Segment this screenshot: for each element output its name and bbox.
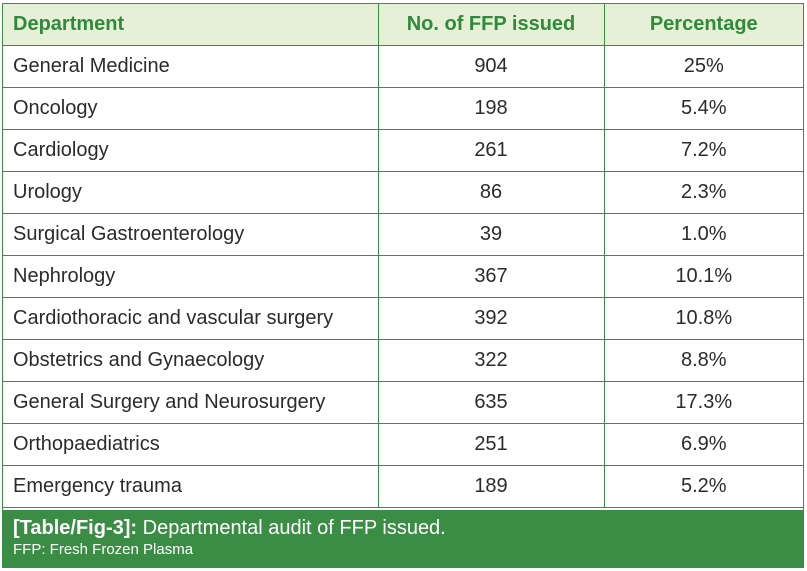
table-row: Cardiothoracic and vascular surgery 392 10… xyxy=(3,297,803,340)
cell-ffp-issued: 904 xyxy=(378,45,605,88)
cell-department: General Medicine xyxy=(3,45,379,88)
cell-department: Cardiothoracic and vascular surgery xyxy=(3,297,379,340)
caption-label: [Table/Fig-3]: xyxy=(13,517,138,539)
cell-percentage: 6.9% xyxy=(604,423,803,466)
cell-percentage: 5.2% xyxy=(604,465,803,508)
table-header-row: Department No. of FFP issued Percentage xyxy=(3,4,803,46)
cell-department: Orthopaediatrics xyxy=(3,423,379,466)
table-row: Nephrology 367 10.1% xyxy=(3,255,803,298)
cell-percentage: 5.4% xyxy=(604,87,803,130)
table-caption: [Table/Fig-3]: Departmental audit of FFP… xyxy=(3,510,803,567)
table-row: General Surgery and Neurosurgery 635 17.3% xyxy=(3,381,803,424)
table-figure: Department No. of FFP issued Percentage … xyxy=(2,3,804,568)
table-row: Urology 86 2.3% xyxy=(3,171,803,214)
table-row: Cardiology 261 7.2% xyxy=(3,129,803,172)
cell-ffp-issued: 86 xyxy=(378,171,605,214)
table-row: General Medicine 904 25% xyxy=(3,45,803,88)
column-header-department: Department xyxy=(3,4,379,46)
cell-ffp-issued: 251 xyxy=(378,423,605,466)
cell-percentage: 10.8% xyxy=(604,297,803,340)
cell-ffp-issued: 367 xyxy=(378,255,605,298)
cell-ffp-issued: 39 xyxy=(378,213,605,256)
ffp-table: Department No. of FFP issued Percentage … xyxy=(3,4,803,508)
table-row: Surgical Gastroenterology 39 1.0% xyxy=(3,213,803,256)
cell-department: Nephrology xyxy=(3,255,379,298)
cell-ffp-issued: 392 xyxy=(378,297,605,340)
cell-ffp-issued: 635 xyxy=(378,381,605,424)
cell-ffp-issued: 322 xyxy=(378,339,605,382)
cell-ffp-issued: 198 xyxy=(378,87,605,130)
cell-department: Urology xyxy=(3,171,379,214)
cell-ffp-issued: 189 xyxy=(378,465,605,508)
cell-percentage: 17.3% xyxy=(604,381,803,424)
cell-department: Obstetrics and Gynaecology xyxy=(3,339,379,382)
cell-percentage: 7.2% xyxy=(604,129,803,172)
table-row: Obstetrics and Gynaecology 322 8.8% xyxy=(3,339,803,382)
cell-ffp-issued: 261 xyxy=(378,129,605,172)
caption-note: FFP: Fresh Frozen Plasma xyxy=(13,541,194,558)
cell-percentage: 10.1% xyxy=(604,255,803,298)
cell-department: Cardiology xyxy=(3,129,379,172)
cell-percentage: 8.8% xyxy=(604,339,803,382)
column-header-percentage: Percentage xyxy=(604,4,803,46)
cell-percentage: 25% xyxy=(604,45,803,88)
cell-department: Oncology xyxy=(3,87,379,130)
column-header-ffp-issued: No. of FFP issued xyxy=(378,4,605,46)
cell-department: Surgical Gastroenterology xyxy=(3,213,379,256)
caption-title: Departmental audit of FFP issued. xyxy=(142,517,446,539)
cell-department: Emergency trauma xyxy=(3,465,379,508)
table-row: Emergency trauma 189 5.2% xyxy=(3,465,803,508)
table-body: General Medicine 904 25% Oncology 198 5.4% Car… xyxy=(3,45,803,508)
table-row: Oncology 198 5.4% xyxy=(3,87,803,130)
cell-percentage: 2.3% xyxy=(604,171,803,214)
cell-department: General Surgery and Neurosurgery xyxy=(3,381,379,424)
cell-percentage: 1.0% xyxy=(604,213,803,256)
table-row: Orthopaediatrics 251 6.9% xyxy=(3,423,803,466)
